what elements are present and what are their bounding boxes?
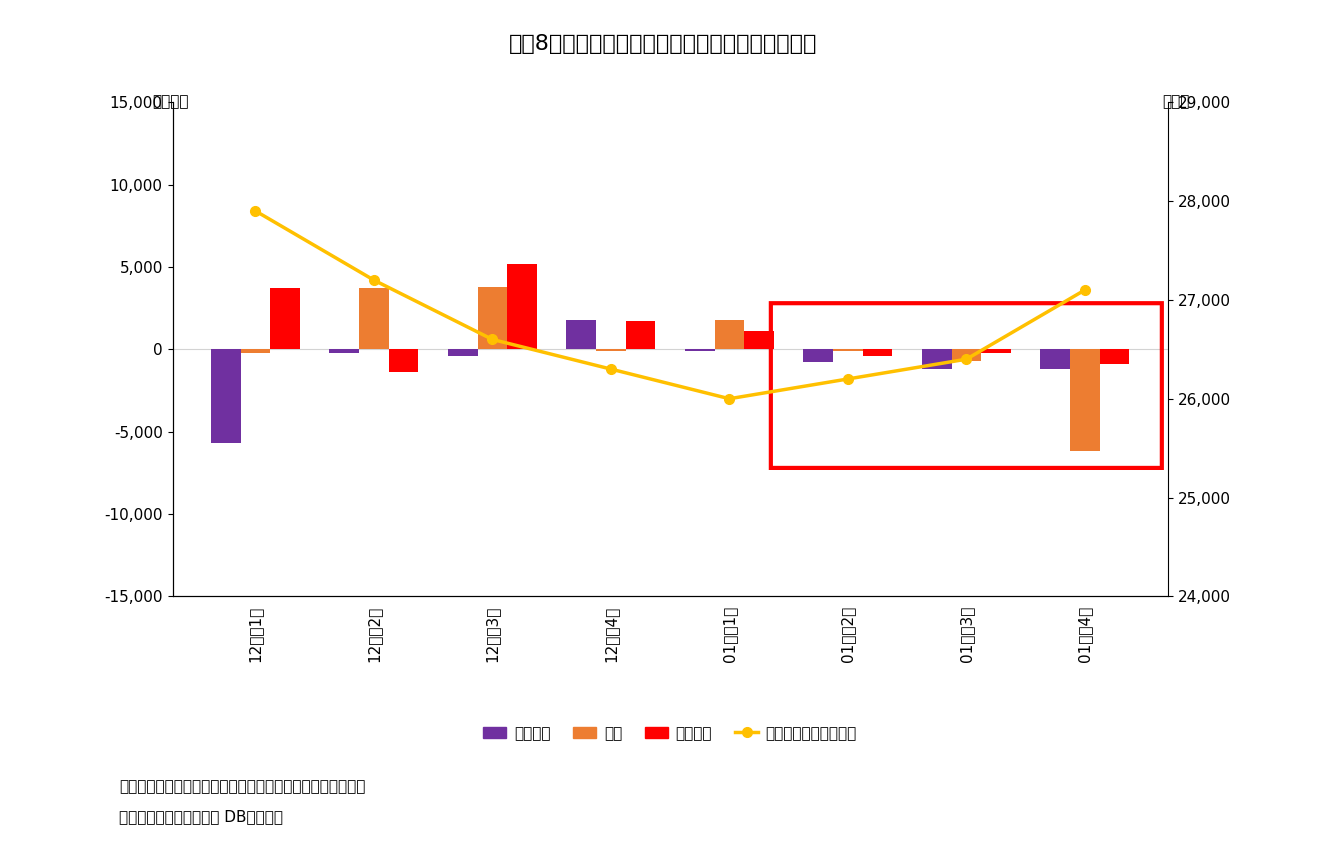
日経平均株価（右軸） — [366, 275, 382, 285]
日経平均株価（右軸） — [1078, 285, 1093, 295]
Bar — [1100, 349, 1129, 364]
Bar — [567, 320, 596, 349]
Bar — [240, 349, 271, 353]
Text: 図袆8　事業法人以外の主要国内投資家は売り越し: 図袆8 事業法人以外の主要国内投資家は売り越し — [510, 34, 817, 54]
Text: （注）信託銀行、個人、投資信託の現物と先物の合計、週次: （注）信託銀行、個人、投資信託の現物と先物の合計、週次 — [119, 780, 366, 795]
日経平均株価（右軸） — [722, 394, 738, 404]
Bar — [271, 288, 300, 349]
Bar — [1070, 349, 1100, 452]
Bar — [626, 321, 656, 349]
Bar — [507, 263, 537, 349]
Bar — [596, 349, 626, 351]
Bar — [211, 349, 240, 443]
Legend: 信託銀行, 個人, 投資信託, 日経平均株価（右軸）: 信託銀行, 個人, 投資信託, 日経平均株価（右軸） — [478, 720, 863, 747]
Bar — [981, 349, 1011, 353]
日経平均株価（右軸） — [958, 354, 974, 365]
Bar — [714, 320, 744, 349]
Text: （円）: （円） — [1162, 94, 1190, 109]
Bar — [833, 349, 863, 351]
日経平均株価（右軸） — [484, 334, 500, 344]
Bar — [329, 349, 360, 353]
日経平均株価（右軸） — [602, 364, 618, 374]
Bar — [685, 349, 714, 351]
Bar — [951, 349, 981, 361]
Bar — [449, 349, 478, 356]
Bar — [389, 349, 418, 372]
Bar — [1040, 349, 1070, 369]
Bar — [478, 287, 507, 349]
Text: （億円）: （億円） — [153, 94, 190, 109]
Text: （資料）ニッセイ基礎研 DBから作成: （資料）ニッセイ基礎研 DBから作成 — [119, 809, 284, 825]
Bar — [863, 349, 892, 356]
Line: 日経平均株価（右軸）: 日経平均株価（右軸） — [251, 206, 1089, 404]
Bar — [922, 349, 951, 369]
日経平均株価（右軸） — [840, 374, 856, 384]
Bar — [744, 331, 774, 349]
Bar — [360, 288, 389, 349]
日経平均株価（右軸） — [247, 206, 263, 216]
Bar — [803, 349, 833, 362]
